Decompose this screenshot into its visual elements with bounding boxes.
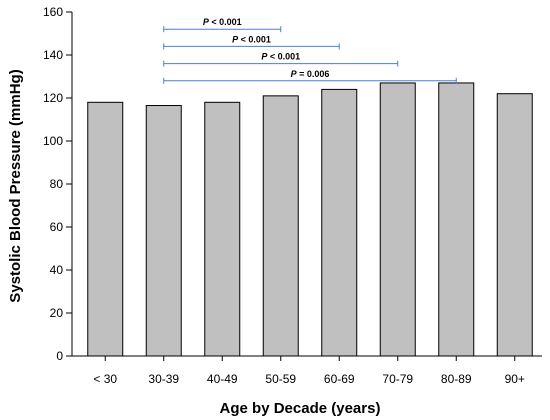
annotation-relation-1: < 0.001 xyxy=(238,34,271,44)
x-tick-label-4: 60-69 xyxy=(324,372,355,386)
y-tick-label-1: 20 xyxy=(50,306,64,320)
annotation-p-symbol-0: P xyxy=(203,17,210,27)
x-tick-label-2: 40-49 xyxy=(207,372,238,386)
y-tick-label-7: 140 xyxy=(43,48,63,62)
bar-1 xyxy=(145,105,182,357)
x-tick-label-0: < 30 xyxy=(93,372,117,386)
bars xyxy=(87,82,533,357)
annotation-relation-0: < 0.001 xyxy=(209,17,242,27)
bar-0 xyxy=(87,101,124,357)
annotation-label-2: P < 0.001 xyxy=(261,52,300,62)
bar-6 xyxy=(438,82,475,357)
annotation-relation-2: < 0.001 xyxy=(267,52,300,62)
annotation-p-symbol-2: P xyxy=(261,52,268,62)
x-tick-label-7: 90+ xyxy=(505,372,525,386)
x-tick-label-3: 50-59 xyxy=(265,372,296,386)
y-ticks: 0 20 40 60 80 100 120 140 160 xyxy=(43,5,72,363)
annotation-p-symbol-3: P xyxy=(291,69,298,79)
bar-7 xyxy=(496,93,533,357)
y-tick-label-3: 60 xyxy=(50,220,64,234)
x-tick-label-6: 80-89 xyxy=(441,372,472,386)
x-tick-label-5: 70-79 xyxy=(382,372,413,386)
bar-5 xyxy=(379,82,416,357)
x-tick-label-1: 30-39 xyxy=(148,372,179,386)
y-tick-label-0: 0 xyxy=(56,349,63,363)
y-tick-label-4: 80 xyxy=(50,177,64,191)
y-tick-label-5: 100 xyxy=(43,134,63,148)
annotation-label-1: P < 0.001 xyxy=(232,34,271,44)
bar-2 xyxy=(204,101,241,357)
y-tick-label-6: 120 xyxy=(43,91,63,105)
annotation-relation-3: = 0.006 xyxy=(297,69,330,79)
y-tick-label-2: 40 xyxy=(50,263,64,277)
x-axis-title: Age by Decade (years) xyxy=(220,400,381,417)
bar-4 xyxy=(321,88,358,357)
annotation-label-3: P = 0.006 xyxy=(291,69,330,79)
bar-3 xyxy=(262,95,299,357)
y-axis-title: Systolic Blood Pressure (mmHg) xyxy=(7,69,24,302)
annotation-p-symbol-1: P xyxy=(232,34,239,44)
annotation-label-0: P < 0.001 xyxy=(203,17,242,27)
y-tick-label-8: 160 xyxy=(43,5,63,19)
x-ticks: < 30 30-39 40-49 50-59 60-69 70-79 80-89 90+ xyxy=(93,356,525,386)
